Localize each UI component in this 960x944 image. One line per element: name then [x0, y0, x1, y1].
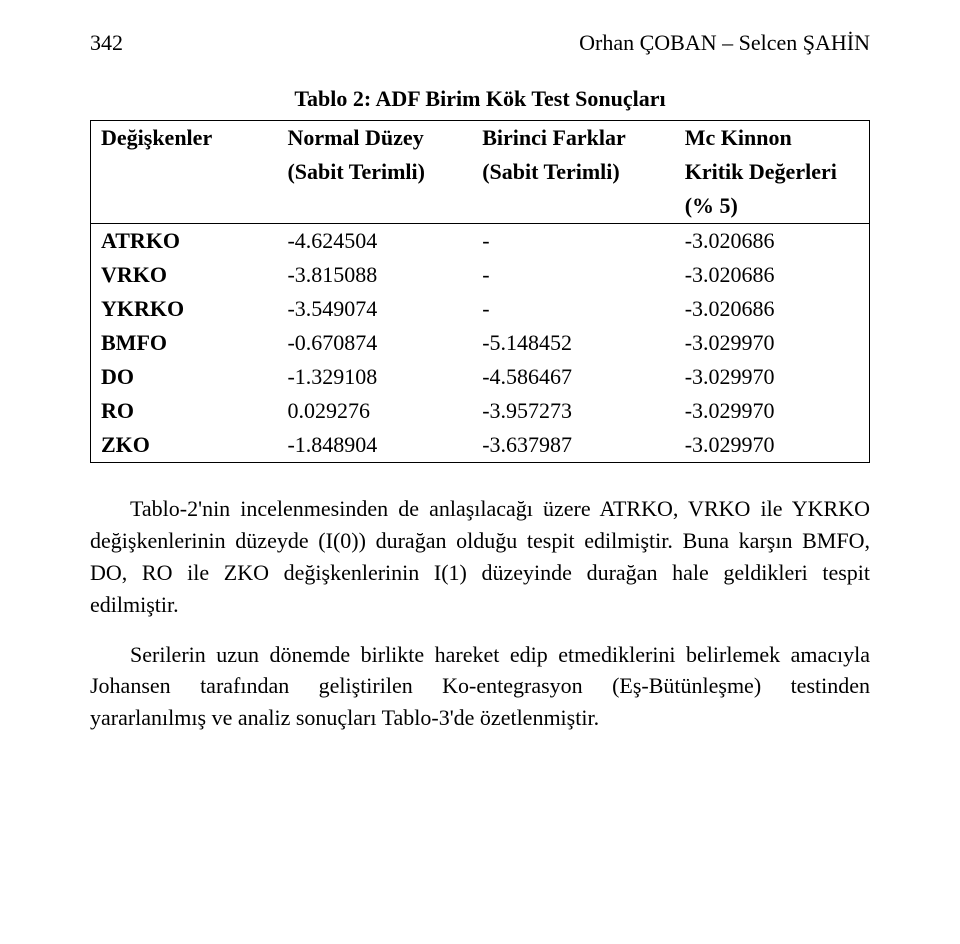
table-cell: - — [472, 258, 675, 292]
header-cell: (% 5) — [675, 189, 870, 224]
header-cell: (Sabit Terimli) — [472, 155, 675, 189]
table-cell: - — [472, 224, 675, 259]
table-header-row-1: Değişkenler Normal Düzey Birinci Farklar… — [91, 121, 870, 156]
header-cell: Mc Kinnon — [675, 121, 870, 156]
table-cell: - — [472, 292, 675, 326]
table-cell: -4.624504 — [277, 224, 472, 259]
header-cell: Normal Düzey — [277, 121, 472, 156]
header-cell: (Sabit Terimli) — [277, 155, 472, 189]
table-cell: YKRKO — [91, 292, 278, 326]
table-title: Tablo 2: ADF Birim Kök Test Sonuçları — [90, 86, 870, 112]
running-header: 342 Orhan ÇOBAN – Selcen ŞAHİN — [90, 30, 870, 56]
table-cell: -3.029970 — [675, 326, 870, 360]
header-cell — [91, 189, 278, 224]
table-cell: -3.020686 — [675, 224, 870, 259]
header-cell: Değişkenler — [91, 121, 278, 156]
adf-table: Değişkenler Normal Düzey Birinci Farklar… — [90, 120, 870, 463]
table-cell: -3.957273 — [472, 394, 675, 428]
paragraph-1: Tablo-2'nin incelenmesinden de anlaşılac… — [90, 493, 870, 621]
table-cell: BMFO — [91, 326, 278, 360]
table-cell: -3.020686 — [675, 292, 870, 326]
table-row: VRKO-3.815088--3.020686 — [91, 258, 870, 292]
table-header-row-2: (Sabit Terimli) (Sabit Terimli) Kritik D… — [91, 155, 870, 189]
table-row: RO0.029276-3.957273-3.029970 — [91, 394, 870, 428]
table-cell: 0.029276 — [277, 394, 472, 428]
table-cell: DO — [91, 360, 278, 394]
table-row: DO-1.329108-4.586467-3.029970 — [91, 360, 870, 394]
table-cell: -3.029970 — [675, 360, 870, 394]
table-header-row-3: (% 5) — [91, 189, 870, 224]
table-row: ATRKO-4.624504--3.020686 — [91, 224, 870, 259]
table-cell: -3.815088 — [277, 258, 472, 292]
table-cell: -5.148452 — [472, 326, 675, 360]
table-cell: -3.549074 — [277, 292, 472, 326]
table-cell: -3.020686 — [675, 258, 870, 292]
table-cell: VRKO — [91, 258, 278, 292]
table-cell: RO — [91, 394, 278, 428]
table-cell: -1.329108 — [277, 360, 472, 394]
table-cell: -4.586467 — [472, 360, 675, 394]
paragraph-2: Serilerin uzun dönemde birlikte hareket … — [90, 639, 870, 735]
table-row: YKRKO-3.549074--3.020686 — [91, 292, 870, 326]
table-row: BMFO-0.670874-5.148452-3.029970 — [91, 326, 870, 360]
table-cell: ATRKO — [91, 224, 278, 259]
table-cell: -1.848904 — [277, 428, 472, 463]
header-cell: Kritik Değerleri — [675, 155, 870, 189]
table-cell: -0.670874 — [277, 326, 472, 360]
header-cell — [277, 189, 472, 224]
table-cell: ZKO — [91, 428, 278, 463]
authors: Orhan ÇOBAN – Selcen ŞAHİN — [579, 30, 870, 56]
table-row: ZKO-1.848904-3.637987-3.029970 — [91, 428, 870, 463]
table-cell: -3.029970 — [675, 394, 870, 428]
page-container: 342 Orhan ÇOBAN – Selcen ŞAHİN Tablo 2: … — [0, 0, 960, 774]
header-cell: Birinci Farklar — [472, 121, 675, 156]
header-cell — [472, 189, 675, 224]
page-number: 342 — [90, 30, 123, 56]
header-cell — [91, 155, 278, 189]
table-body: ATRKO-4.624504--3.020686VRKO-3.815088--3… — [91, 224, 870, 463]
table-cell: -3.029970 — [675, 428, 870, 463]
table-cell: -3.637987 — [472, 428, 675, 463]
